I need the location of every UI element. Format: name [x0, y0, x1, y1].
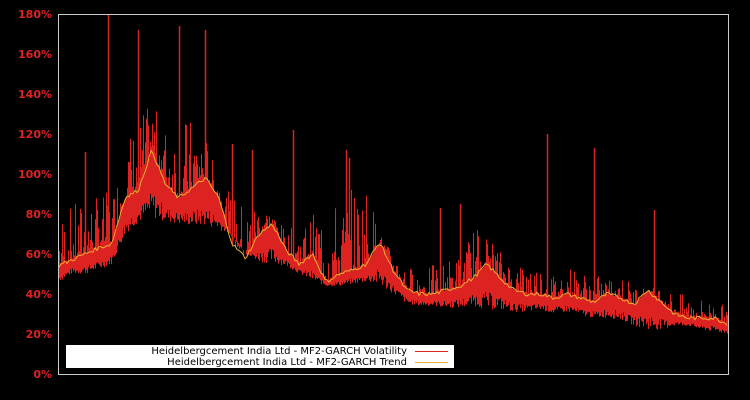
y-tick-label: 20% — [26, 328, 52, 341]
legend-swatch-trend — [415, 361, 448, 363]
y-tick-label: 180% — [18, 8, 52, 21]
legend-swatch-volatility — [415, 350, 448, 352]
y-tick-label: 120% — [18, 128, 52, 141]
legend: Heidelbergcement India Ltd - MF2-GARCH V… — [66, 345, 454, 368]
legend-item-volatility: Heidelbergcement India Ltd - MF2-GARCH V… — [151, 345, 448, 357]
legend-item-trend: Heidelbergcement India Ltd - MF2-GARCH T… — [167, 356, 448, 368]
y-tick-label: 160% — [18, 48, 52, 61]
y-tick-label: 140% — [18, 88, 52, 101]
y-tick-label: 60% — [26, 248, 52, 261]
y-tick-label: 40% — [26, 288, 52, 301]
volatility-series — [59, 108, 728, 334]
legend-label: Heidelbergcement India Ltd - MF2-GARCH T… — [167, 356, 407, 368]
legend-label: Heidelbergcement India Ltd - MF2-GARCH V… — [151, 345, 407, 357]
volatility-spikes — [84, 14, 656, 302]
y-tick-label: 100% — [18, 168, 52, 181]
y-axis-ticks: 0% 20% 40% 60% 80% 100% 120% 140% 160% 180% — [18, 8, 52, 381]
plot-frame — [58, 14, 729, 375]
y-tick-label: 0% — [33, 368, 52, 381]
trend-series — [58, 149, 728, 326]
y-tick-label: 80% — [26, 208, 52, 221]
plot-area — [58, 14, 728, 334]
